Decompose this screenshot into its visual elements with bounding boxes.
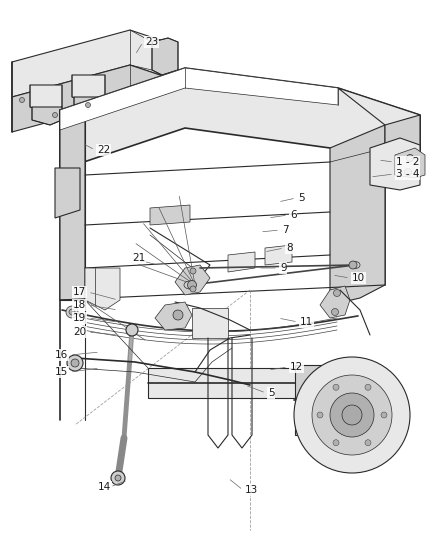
Polygon shape — [295, 365, 330, 435]
Circle shape — [406, 155, 413, 161]
Polygon shape — [152, 38, 178, 75]
Text: 5: 5 — [268, 388, 275, 398]
Polygon shape — [12, 65, 175, 132]
Circle shape — [67, 355, 83, 371]
Polygon shape — [320, 286, 350, 318]
Polygon shape — [60, 68, 338, 130]
Text: 3 - 4: 3 - 4 — [396, 169, 420, 179]
Polygon shape — [370, 138, 420, 190]
Circle shape — [330, 393, 374, 437]
Polygon shape — [155, 302, 192, 330]
Circle shape — [111, 471, 125, 485]
Polygon shape — [385, 115, 420, 170]
Circle shape — [333, 289, 340, 296]
Text: 13: 13 — [245, 485, 258, 495]
Polygon shape — [32, 107, 62, 125]
Text: 22: 22 — [97, 145, 110, 155]
Polygon shape — [60, 110, 85, 300]
Text: 12: 12 — [290, 362, 303, 372]
Polygon shape — [150, 205, 190, 225]
Text: 18: 18 — [73, 300, 86, 310]
Text: 7: 7 — [282, 225, 289, 235]
Circle shape — [20, 98, 25, 102]
Text: 14: 14 — [98, 482, 111, 492]
Polygon shape — [74, 97, 105, 117]
Circle shape — [69, 309, 75, 315]
Text: 9: 9 — [280, 263, 286, 273]
Polygon shape — [228, 252, 255, 272]
Text: 23: 23 — [145, 37, 158, 47]
Circle shape — [190, 286, 196, 292]
Circle shape — [173, 310, 183, 320]
Polygon shape — [265, 245, 292, 265]
Circle shape — [85, 102, 91, 108]
Circle shape — [317, 412, 323, 418]
Polygon shape — [30, 85, 62, 112]
Text: 20: 20 — [73, 327, 86, 337]
Circle shape — [312, 375, 392, 455]
Circle shape — [333, 384, 339, 390]
Polygon shape — [192, 308, 228, 338]
Polygon shape — [85, 268, 120, 310]
Polygon shape — [60, 68, 420, 170]
Polygon shape — [395, 148, 425, 178]
Text: 10: 10 — [352, 273, 365, 283]
Ellipse shape — [350, 262, 360, 269]
Circle shape — [349, 261, 357, 269]
Circle shape — [405, 168, 411, 175]
Circle shape — [294, 357, 410, 473]
Text: 11: 11 — [300, 317, 313, 327]
Circle shape — [126, 324, 138, 336]
Circle shape — [71, 359, 79, 367]
Circle shape — [115, 475, 121, 481]
Text: 5: 5 — [298, 193, 304, 203]
Circle shape — [365, 440, 371, 446]
Polygon shape — [12, 30, 175, 97]
Text: 1 - 2: 1 - 2 — [396, 157, 420, 167]
Text: 21: 21 — [132, 253, 145, 263]
Circle shape — [190, 268, 196, 274]
Circle shape — [187, 280, 197, 289]
Text: 19: 19 — [73, 313, 86, 323]
Circle shape — [332, 309, 339, 316]
Polygon shape — [148, 368, 312, 398]
Text: 17: 17 — [73, 287, 86, 297]
Polygon shape — [72, 75, 105, 102]
Circle shape — [66, 306, 78, 318]
Polygon shape — [175, 265, 210, 295]
Polygon shape — [55, 168, 80, 218]
Text: 6: 6 — [290, 210, 297, 220]
Ellipse shape — [184, 281, 196, 289]
Polygon shape — [338, 88, 420, 170]
Circle shape — [342, 405, 362, 425]
Circle shape — [53, 112, 57, 117]
Text: 16: 16 — [55, 350, 68, 360]
Circle shape — [333, 440, 339, 446]
Circle shape — [365, 384, 371, 390]
Polygon shape — [330, 125, 385, 305]
Circle shape — [381, 412, 387, 418]
Text: 15: 15 — [55, 367, 68, 377]
Text: 8: 8 — [286, 243, 293, 253]
